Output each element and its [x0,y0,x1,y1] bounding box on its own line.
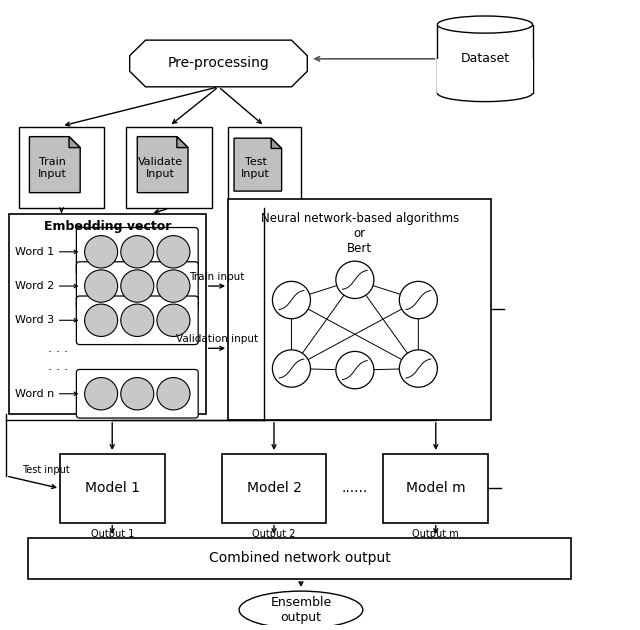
FancyBboxPatch shape [221,454,326,523]
Circle shape [336,261,374,299]
Circle shape [121,377,154,410]
Polygon shape [437,59,532,93]
Polygon shape [137,137,188,193]
FancyBboxPatch shape [76,262,198,311]
Polygon shape [271,138,282,149]
Circle shape [84,270,118,302]
Polygon shape [69,137,80,147]
Text: Test
Input: Test Input [241,157,270,178]
FancyBboxPatch shape [60,454,164,523]
Circle shape [157,304,190,336]
Circle shape [273,350,310,387]
Text: Model m: Model m [406,481,465,495]
FancyBboxPatch shape [228,127,301,209]
FancyBboxPatch shape [228,199,492,420]
FancyBboxPatch shape [76,369,198,418]
Circle shape [84,377,118,410]
Ellipse shape [437,84,532,101]
Circle shape [336,352,374,389]
Text: Word 3: Word 3 [15,315,54,325]
Circle shape [399,282,437,319]
FancyBboxPatch shape [9,214,206,414]
Text: . . .: . . . [48,342,68,355]
FancyBboxPatch shape [19,127,104,209]
Ellipse shape [437,16,532,33]
Circle shape [121,236,154,268]
Circle shape [399,350,437,387]
Text: Embedding vector: Embedding vector [44,220,171,233]
Text: Output 2: Output 2 [252,529,296,539]
Text: Model 2: Model 2 [246,481,301,495]
Polygon shape [234,138,282,191]
Circle shape [273,282,310,319]
Polygon shape [130,40,307,87]
Text: ......: ...... [342,481,368,495]
Circle shape [121,304,154,336]
Text: Validate
Input: Validate Input [138,157,183,178]
FancyBboxPatch shape [127,127,212,209]
Text: Train
Input: Train Input [38,157,67,178]
FancyBboxPatch shape [76,227,198,276]
Polygon shape [437,25,532,93]
Polygon shape [29,137,80,193]
Text: Pre-processing: Pre-processing [168,57,269,71]
Text: Word 1: Word 1 [15,247,54,257]
FancyBboxPatch shape [76,296,198,345]
Circle shape [157,236,190,268]
FancyBboxPatch shape [383,454,488,523]
Ellipse shape [239,591,363,629]
Text: Output 1: Output 1 [90,529,134,539]
Text: Train input: Train input [189,272,244,282]
Circle shape [157,270,190,302]
Text: Neural network-based algorithms
or
Bert: Neural network-based algorithms or Bert [260,212,459,255]
Text: Word 2: Word 2 [15,281,54,291]
FancyBboxPatch shape [28,538,571,579]
Circle shape [157,377,190,410]
Text: Dataset: Dataset [460,52,509,66]
Text: . . .: . . . [48,360,68,374]
Circle shape [84,304,118,336]
Circle shape [84,236,118,268]
Polygon shape [177,137,188,147]
Text: Test input: Test input [22,465,70,475]
Text: Word n: Word n [15,389,54,399]
Text: Ensemble
output: Ensemble output [270,596,332,624]
Text: Output m: Output m [412,529,459,539]
Text: Validation input: Validation input [176,334,258,344]
Circle shape [121,270,154,302]
Text: Combined network output: Combined network output [209,551,390,565]
Text: Model 1: Model 1 [84,481,140,495]
